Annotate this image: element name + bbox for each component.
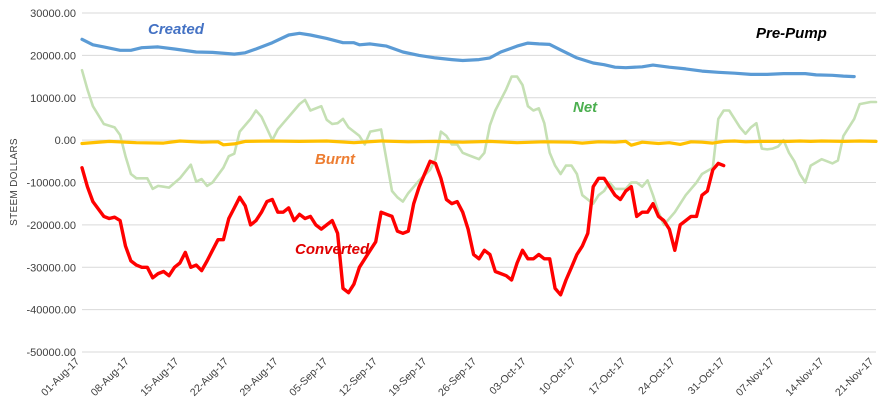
series-line-created bbox=[80, 31, 856, 79]
x-tick-label: 22-Aug-17 bbox=[188, 356, 231, 399]
y-tick-label: -40000.00 bbox=[26, 305, 76, 317]
x-tick-label: 08-Aug-17 bbox=[89, 356, 132, 399]
x-tick-label: 26-Sep-17 bbox=[436, 356, 479, 399]
y-tick-label: -10000.00 bbox=[26, 178, 76, 190]
x-tick-label: 01-Aug-17 bbox=[39, 356, 82, 399]
gridlines bbox=[82, 12, 876, 353]
y-tick-label: -30000.00 bbox=[26, 262, 76, 274]
annotation-pre-pump: Pre-Pump bbox=[756, 25, 827, 42]
series-line-net bbox=[80, 68, 878, 227]
x-tick-label: 07-Nov-17 bbox=[734, 356, 777, 399]
x-tick-label: 17-Oct-17 bbox=[586, 356, 628, 398]
y-tick-label: 20000.00 bbox=[30, 50, 76, 62]
x-tick-label: 12-Sep-17 bbox=[337, 356, 380, 399]
x-tick-label: 24-Oct-17 bbox=[636, 356, 678, 398]
series-line-converted bbox=[80, 159, 726, 297]
series-line-burnt bbox=[80, 139, 878, 147]
series-label-converted: Converted bbox=[295, 241, 370, 258]
series-label-burnt: Burnt bbox=[315, 151, 356, 168]
y-tick-label: 10000.00 bbox=[30, 93, 76, 105]
series-lines bbox=[80, 31, 878, 297]
series-label-created: Created bbox=[148, 21, 205, 38]
x-tick-label: 21-Nov-17 bbox=[833, 356, 876, 399]
y-axis-label: STEEM DOLLARS bbox=[9, 138, 20, 226]
x-tick-label: 15-Aug-17 bbox=[138, 356, 181, 399]
y-tick-label: -20000.00 bbox=[26, 220, 76, 232]
x-tick-label: 10-Oct-17 bbox=[537, 356, 579, 398]
x-tick-label: 05-Sep-17 bbox=[287, 356, 330, 399]
series-label-net: Net bbox=[573, 99, 598, 116]
y-tick-label: 0.00 bbox=[55, 135, 76, 147]
x-tick-label: 31-Oct-17 bbox=[686, 356, 728, 398]
x-tick-label: 19-Sep-17 bbox=[386, 356, 429, 399]
x-tick-label: 14-Nov-17 bbox=[783, 356, 826, 399]
x-axis-ticks: 01-Aug-17 08-Aug-17 15-Aug-17 22-Aug-17 29-A… bbox=[39, 356, 876, 399]
x-tick-label: 03-Oct-17 bbox=[487, 356, 529, 398]
y-tick-label: 30000.00 bbox=[30, 8, 76, 20]
y-tick-label: -50000.00 bbox=[26, 347, 76, 359]
x-tick-label: 29-Aug-17 bbox=[237, 356, 280, 399]
y-axis-ticks: 30000.00 20000.00 10000.00 0.00 -10000.00 -20… bbox=[26, 8, 76, 359]
